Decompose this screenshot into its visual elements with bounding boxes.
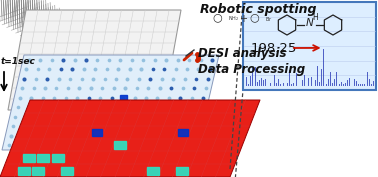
Bar [170, 123, 177, 129]
Polygon shape [0, 100, 260, 177]
Bar [91, 129, 102, 136]
Bar [178, 129, 188, 136]
Bar [61, 167, 73, 175]
Bar [37, 154, 50, 162]
Bar [147, 167, 160, 175]
Text: Data Processing: Data Processing [198, 62, 305, 76]
Text: 198.25: 198.25 [251, 41, 297, 55]
Bar [18, 167, 30, 175]
Bar [114, 141, 126, 149]
Polygon shape [8, 10, 181, 110]
Text: N: N [306, 18, 314, 28]
Bar [119, 95, 127, 101]
Text: +: + [239, 14, 247, 24]
Text: $\mathregular{\bigcirc}$: $\mathregular{\bigcirc}$ [249, 13, 260, 25]
Text: DESI analysis: DESI analysis [198, 47, 287, 59]
Bar [23, 154, 35, 162]
Text: $\mathregular{^{Br}}$: $\mathregular{^{Br}}$ [265, 16, 273, 22]
Bar [52, 154, 64, 162]
Text: H: H [312, 13, 318, 21]
Text: Robotic spotting: Robotic spotting [200, 3, 316, 16]
Bar [175, 104, 182, 110]
Text: $\mathregular{\bigcirc}$: $\mathregular{\bigcirc}$ [212, 13, 223, 25]
Text: $\mathregular{^{NH_2}}$: $\mathregular{^{NH_2}}$ [228, 15, 239, 23]
Bar [33, 167, 45, 175]
Polygon shape [2, 55, 219, 150]
Text: t=1sec: t=1sec [1, 58, 36, 67]
Bar [176, 167, 188, 175]
FancyBboxPatch shape [243, 2, 376, 90]
